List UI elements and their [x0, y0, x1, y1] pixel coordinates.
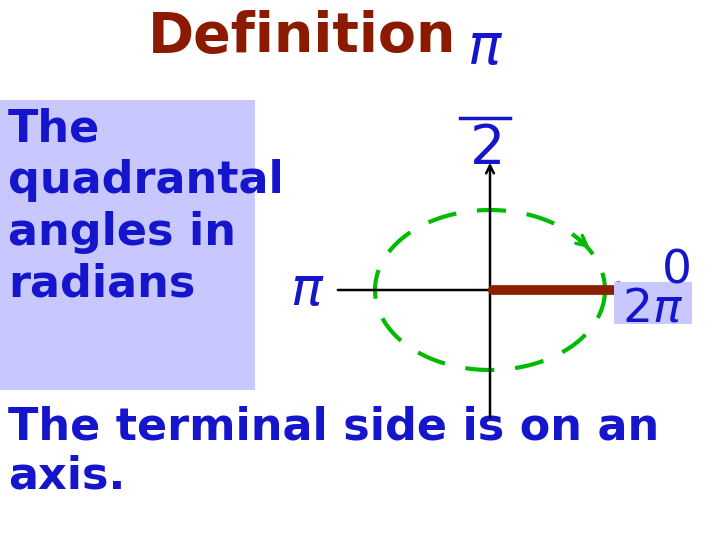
- Bar: [0, 100, 255, 390]
- Bar: [614, 282, 692, 324]
- Text: $0$: $0$: [660, 247, 690, 293]
- Text: $2$: $2$: [469, 122, 501, 176]
- Text: $\pi$: $\pi$: [289, 264, 324, 316]
- Text: Definition: Definition: [148, 10, 456, 64]
- Text: $2\pi$: $2\pi$: [622, 287, 683, 332]
- Text: $\pi$: $\pi$: [467, 22, 503, 75]
- Text: The
quadrantal
angles in
radians: The quadrantal angles in radians: [8, 108, 284, 306]
- Text: The terminal side is on an
axis.: The terminal side is on an axis.: [8, 405, 660, 498]
